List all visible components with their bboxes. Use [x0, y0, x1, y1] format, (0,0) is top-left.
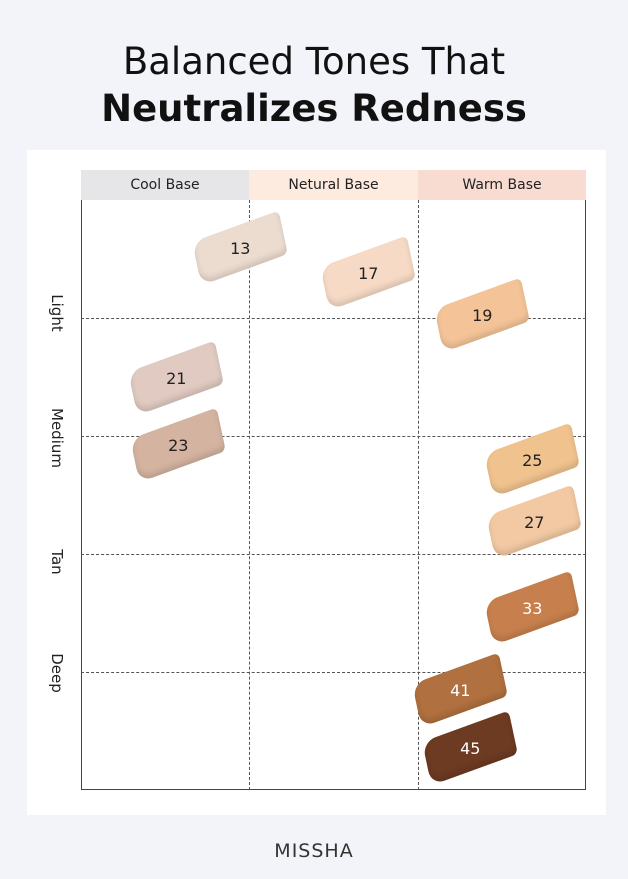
brand-logo: MISSHA: [274, 840, 354, 862]
shade-label: 27: [523, 512, 545, 532]
grid-divider: [418, 200, 419, 790]
column-header-neutral: Netural Base: [249, 170, 418, 200]
shade-grid: [81, 200, 586, 790]
title-line-2: Neutralizes Redness: [101, 87, 527, 130]
shade-label: 45: [459, 738, 481, 758]
shade-label: 21: [165, 368, 187, 388]
column-header-warm: Warm Base: [418, 170, 586, 200]
grid-divider: [81, 672, 586, 673]
title-line-1: Balanced Tones That: [122, 40, 506, 83]
shade-label: 41: [449, 680, 471, 700]
row-label-deep: Deep: [48, 653, 66, 693]
shade-label: 19: [471, 305, 493, 325]
grid-divider: [81, 436, 586, 437]
row-label-light: Light: [48, 294, 66, 332]
shade-label: 17: [357, 263, 379, 283]
row-label-tan: Tan: [48, 549, 66, 575]
shade-label: 23: [167, 435, 189, 455]
grid-divider: [81, 318, 586, 319]
shade-label: 33: [521, 598, 543, 618]
grid-divider: [81, 554, 586, 555]
shade-label: 25: [521, 450, 543, 470]
shade-label: 13: [229, 238, 251, 258]
grid-divider: [249, 200, 250, 790]
column-header-cool: Cool Base: [81, 170, 249, 200]
row-label-medium: Medium: [48, 408, 66, 468]
